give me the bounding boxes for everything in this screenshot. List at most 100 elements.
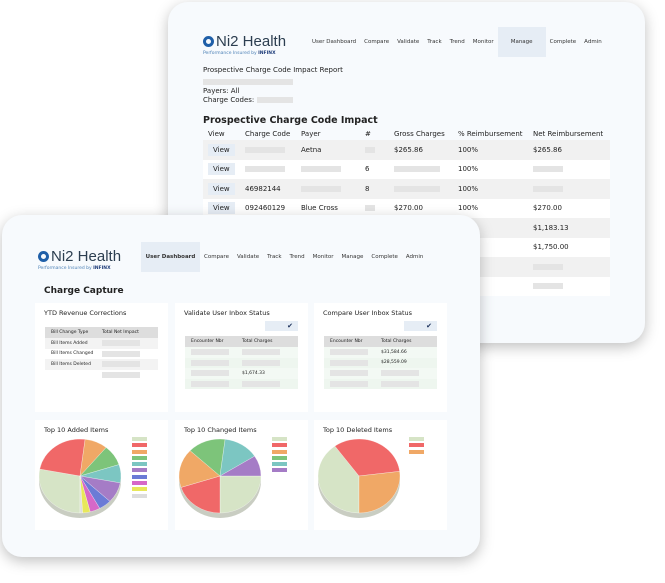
cell-net: $1,183.13 <box>533 223 569 232</box>
legend-swatch <box>272 443 287 448</box>
nav-item-compare[interactable]: Compare <box>364 39 390 45</box>
card-title: Compare User Inbox Status <box>323 309 412 317</box>
cell: $31,584.66 <box>381 349 407 355</box>
nav-item-monitor[interactable]: Monitor <box>312 254 334 260</box>
nav-item-complete[interactable]: Complete <box>371 254 398 260</box>
table-row: Bill Items Deleted <box>45 359 158 370</box>
view-button[interactable]: View <box>208 143 235 156</box>
cell <box>324 359 381 367</box>
pie-slice[interactable] <box>219 475 262 514</box>
table-row: View 092460129 Blue Cross $270.00 100% $270.0… <box>203 198 610 218</box>
nav-item-track[interactable]: Track <box>427 39 442 45</box>
cell-count: 6 <box>365 165 370 174</box>
redacted-value <box>191 359 229 366</box>
cell-net <box>533 185 610 193</box>
view-button[interactable]: View <box>208 163 235 176</box>
checkmark-icon[interactable]: ✔ <box>404 321 437 331</box>
by: by <box>86 266 92 271</box>
pie-slice[interactable] <box>358 471 401 514</box>
table-row <box>185 357 298 368</box>
legend-swatch <box>132 481 147 486</box>
view-button[interactable]: View <box>208 182 235 195</box>
view-button[interactable]: View <box>208 202 235 215</box>
nav-item-complete[interactable]: Complete <box>549 39 577 45</box>
cell: Bill Items Added <box>51 340 88 346</box>
redacted-value <box>191 349 229 355</box>
logo-icon <box>38 251 49 262</box>
nav-item-manage[interactable]: Manage <box>341 254 364 260</box>
payers-label: Payers: All <box>203 87 240 95</box>
cell <box>324 349 381 356</box>
nav-item-track[interactable]: Track <box>267 254 282 260</box>
legend-swatch <box>132 462 147 467</box>
pie-slice[interactable] <box>79 475 83 514</box>
validate-card: Validate User Inbox Status ✔ Encounter N… <box>175 303 308 412</box>
pie-slice[interactable] <box>180 475 221 514</box>
cell <box>381 370 437 377</box>
cell <box>185 359 242 367</box>
legend-swatch <box>132 493 147 498</box>
nav-item-admin[interactable]: Admin <box>405 254 424 260</box>
nav-item-trend[interactable]: Trend <box>449 39 465 45</box>
cell-net: $265.86 <box>533 145 562 154</box>
nav-item-compare[interactable]: Compare <box>204 254 229 260</box>
cell <box>185 380 242 388</box>
redacted-value <box>191 370 229 376</box>
pie-slice[interactable] <box>178 450 221 488</box>
cell <box>185 349 242 356</box>
main-nav: User Dashboard Compare Validate Track Trend M… <box>141 242 427 272</box>
pie-slice[interactable] <box>317 445 360 514</box>
nav-item-user-dashboard[interactable]: User Dashboard <box>312 39 357 45</box>
pie-slice[interactable] <box>219 455 262 477</box>
brand-name: Ni2 Health <box>51 248 122 265</box>
checkmark-icon[interactable]: ✔ <box>265 321 298 331</box>
table-body: $31,584.66 $28,559.09 <box>324 347 437 389</box>
column-header: Total Net Impact <box>102 330 139 335</box>
pie-slice[interactable] <box>38 468 81 514</box>
legend-swatch <box>132 449 147 454</box>
column-header: Total Charges <box>381 339 412 344</box>
charge-codes-text: Charge Codes: <box>203 96 255 104</box>
company: INFINX <box>93 266 111 271</box>
cell-gross <box>394 185 458 193</box>
redacted-value <box>242 359 280 366</box>
pie-slice[interactable] <box>334 438 400 477</box>
redacted-value <box>102 371 140 378</box>
legend-swatch <box>272 468 287 473</box>
nav-item-monitor[interactable]: Monitor <box>472 39 494 45</box>
cell-net <box>533 165 610 173</box>
nav-item-validate[interactable]: Validate <box>236 254 260 260</box>
legend-swatch <box>132 474 147 479</box>
cell-count <box>365 146 394 154</box>
table-row: Bill Items Changed <box>45 349 158 360</box>
nav-item-manage[interactable]: Manage <box>497 27 546 57</box>
cell <box>381 380 437 388</box>
redacted-value <box>301 185 341 192</box>
logo-icon <box>203 36 214 47</box>
table-row <box>185 378 298 389</box>
pie-chart <box>38 438 122 518</box>
nav-item-user-dashboard[interactable]: User Dashboard <box>141 242 200 272</box>
legend-swatch <box>132 443 147 448</box>
cell <box>324 380 381 388</box>
column-header: # <box>365 130 371 138</box>
by: by <box>251 51 257 56</box>
redacted-value <box>102 350 140 357</box>
redacted-value <box>365 146 375 153</box>
redacted-value <box>533 166 563 173</box>
redacted-value <box>533 263 563 270</box>
table-row: View 6 100% <box>203 159 610 179</box>
redacted-value <box>245 146 285 153</box>
cell-code <box>245 165 301 173</box>
cell-code: 46982144 <box>245 184 281 193</box>
nav-item-trend[interactable]: Trend <box>289 254 305 260</box>
chart-legend <box>272 437 287 475</box>
chart-title: Top 10 Added Items <box>44 426 109 434</box>
nav-item-admin[interactable]: Admin <box>584 39 602 45</box>
table-row <box>45 370 158 381</box>
pie-slice[interactable] <box>39 438 86 477</box>
charge-codes-label: Charge Codes: <box>203 96 293 104</box>
nav-item-validate[interactable]: Validate <box>397 39 420 45</box>
cell-payer: Aetna <box>301 145 322 154</box>
cell-net: $1,750.00 <box>533 243 569 252</box>
